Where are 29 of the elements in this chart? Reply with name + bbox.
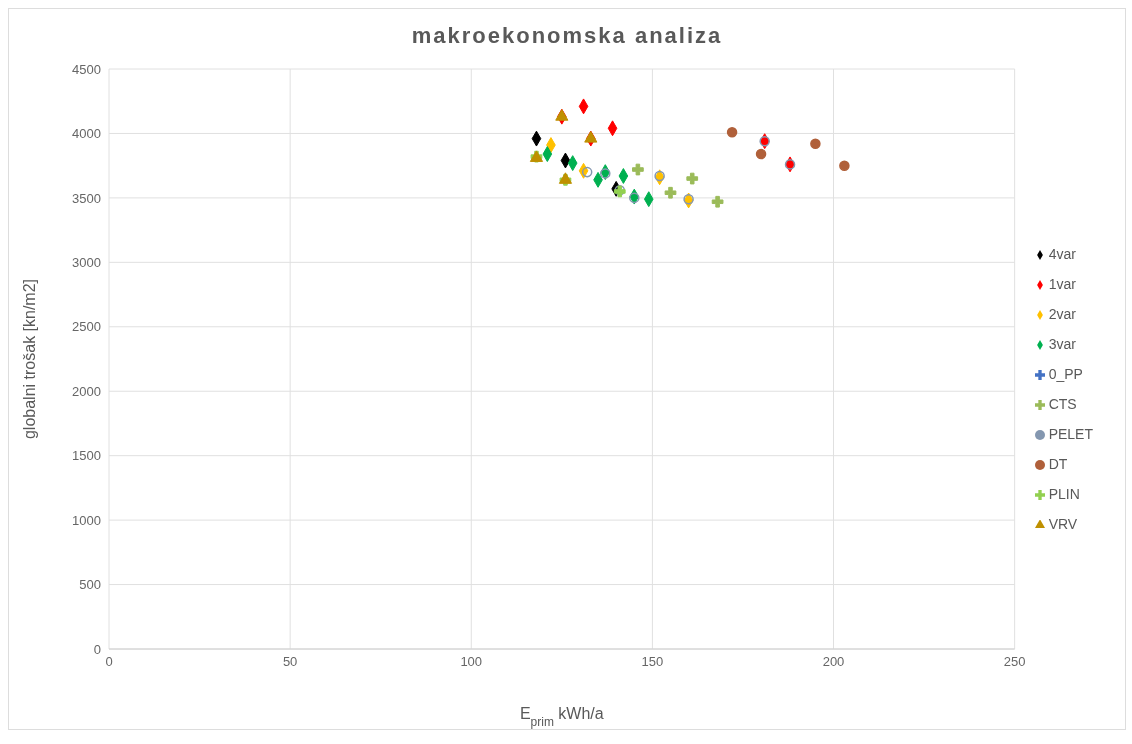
legend-label: 4var bbox=[1048, 246, 1076, 262]
legend-label: PELET bbox=[1048, 426, 1093, 442]
legend-label: 3var bbox=[1048, 336, 1076, 352]
legend-label: DT bbox=[1048, 456, 1068, 472]
y-tick-label: 3500 bbox=[72, 190, 101, 206]
y-tick-label: 3000 bbox=[72, 254, 101, 270]
legend-label: VRV bbox=[1048, 516, 1078, 532]
x-tick-label: 0 bbox=[105, 654, 113, 670]
x-tick-label: 250 bbox=[1003, 654, 1026, 670]
y-tick-label: 2000 bbox=[72, 383, 101, 399]
x-tick-label: 150 bbox=[641, 654, 664, 670]
x-tick-label: 100 bbox=[460, 654, 483, 670]
y-tick-label: 2500 bbox=[72, 319, 101, 335]
y-tick-label: 0 bbox=[93, 641, 101, 657]
legend-label: 1var bbox=[1048, 276, 1076, 292]
x-axis-title: E$_{prim}$ kWh/a bbox=[519, 705, 604, 729]
y-tick-label: 500 bbox=[79, 577, 101, 593]
legend-label: 0_PP bbox=[1048, 366, 1083, 382]
y-tick-label: 1500 bbox=[72, 448, 101, 464]
x-tick-label: 200 bbox=[822, 654, 845, 670]
x-tick-label: 50 bbox=[282, 654, 298, 670]
legend-label: CTS bbox=[1048, 396, 1077, 412]
y-tick-label: 4000 bbox=[72, 126, 101, 142]
y-tick-label: 4500 bbox=[72, 61, 101, 77]
y-tick-label: 1000 bbox=[72, 512, 101, 528]
chart-title: makroekonomska analiza bbox=[410, 22, 724, 49]
legend-label: PLIN bbox=[1048, 486, 1080, 502]
legend-label: 2var bbox=[1048, 306, 1076, 322]
y-axis-title: globalni trošak [kn/m2] bbox=[20, 278, 38, 440]
